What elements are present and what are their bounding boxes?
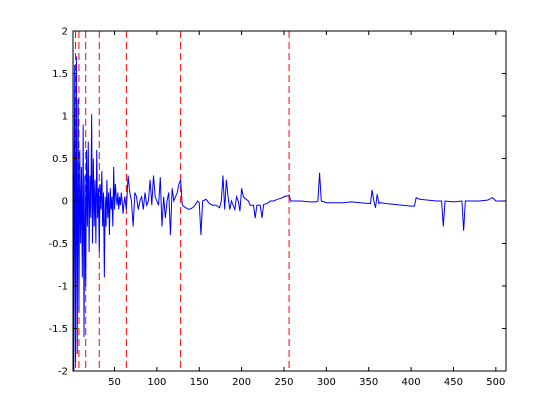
y-tick-label: -1 bbox=[58, 282, 68, 293]
y-tick-label: 1 bbox=[62, 112, 68, 123]
x-axis: 50 100 150 200 250 300 350 400 450 500 bbox=[108, 31, 505, 388]
y-tick-label: -0.5 bbox=[48, 239, 68, 250]
series-line bbox=[73, 31, 506, 371]
x-tick-label: 350 bbox=[359, 377, 378, 388]
y-tick-label: 0 bbox=[62, 197, 68, 208]
x-tick-label: 300 bbox=[317, 377, 336, 388]
y-axis: -2 -1.5 -1 -0.5 0 0.5 1 1.5 2 bbox=[48, 27, 506, 378]
y-tick-label: 1.5 bbox=[52, 69, 68, 80]
x-tick-label: 200 bbox=[232, 377, 251, 388]
y-tick-label: -2 bbox=[58, 367, 68, 378]
x-tick-label: 150 bbox=[190, 377, 209, 388]
x-tick-label: 450 bbox=[444, 377, 463, 388]
x-tick-label: 50 bbox=[108, 377, 121, 388]
x-tick-label: 500 bbox=[486, 377, 505, 388]
y-tick-label: 2 bbox=[62, 27, 68, 38]
x-tick-label: 100 bbox=[147, 377, 166, 388]
series-layer bbox=[73, 31, 506, 371]
y-tick-label: -1.5 bbox=[48, 324, 68, 335]
x-tick-label: 400 bbox=[402, 377, 421, 388]
y-tick-label: 0.5 bbox=[52, 154, 68, 165]
x-tick-label: 250 bbox=[274, 377, 293, 388]
